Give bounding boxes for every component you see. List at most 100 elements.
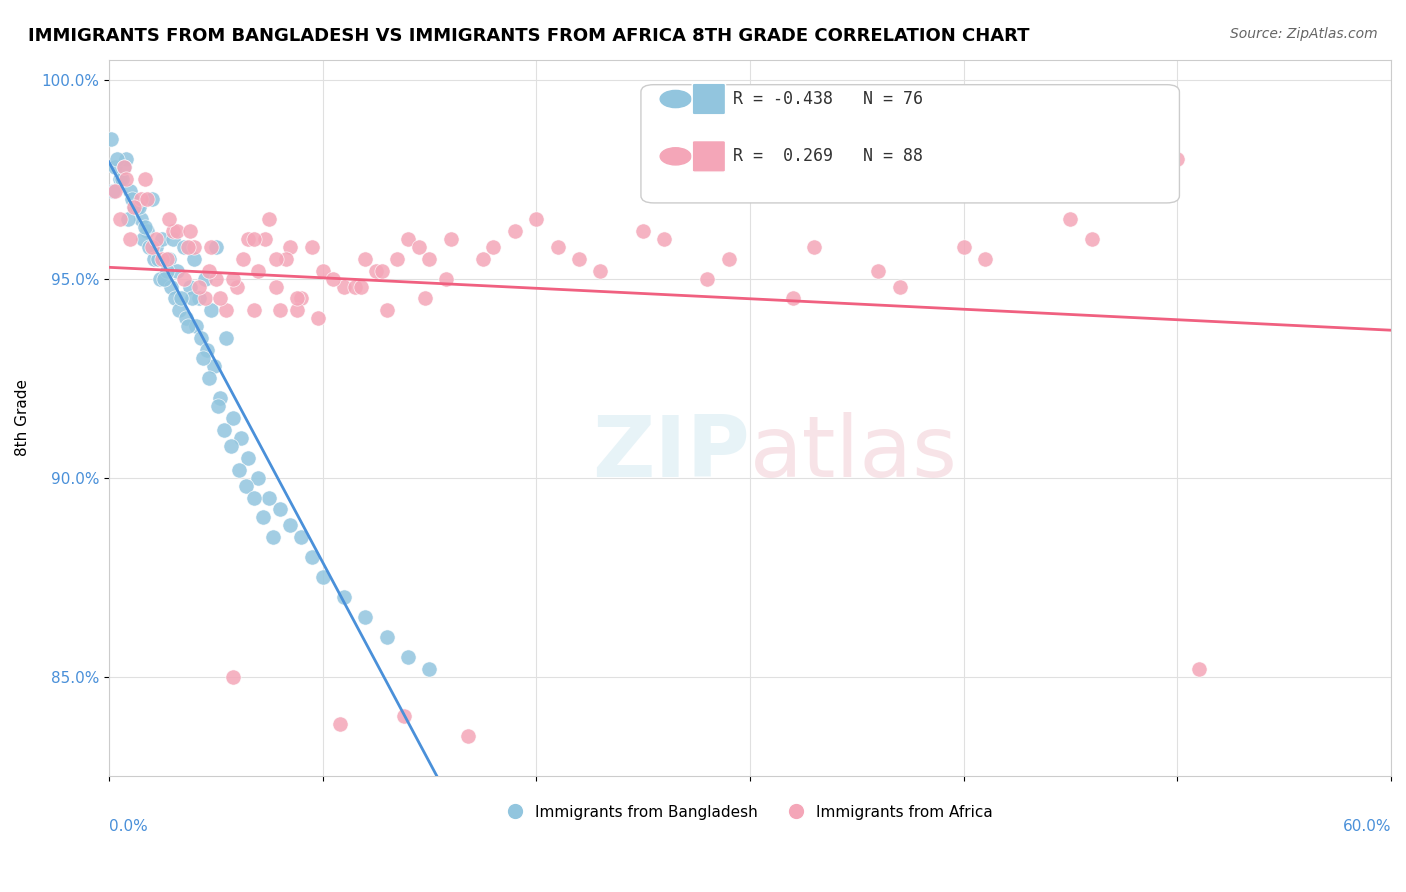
Point <box>129 192 152 206</box>
Point <box>803 240 825 254</box>
Point <box>952 240 974 254</box>
Point <box>247 263 270 277</box>
Point <box>311 570 333 584</box>
Point <box>183 240 205 254</box>
Point <box>301 550 323 565</box>
Circle shape <box>661 90 690 108</box>
Point <box>125 200 148 214</box>
Point <box>408 240 430 254</box>
Point <box>157 252 180 266</box>
Point <box>364 263 387 277</box>
Point <box>631 224 654 238</box>
Point <box>136 192 159 206</box>
Y-axis label: 8th Grade: 8th Grade <box>15 379 30 457</box>
Point <box>165 292 187 306</box>
Point <box>198 263 221 277</box>
Point <box>868 263 890 277</box>
Text: IMMIGRANTS FROM BANGLADESH VS IMMIGRANTS FROM AFRICA 8TH GRADE CORRELATION CHART: IMMIGRANTS FROM BANGLADESH VS IMMIGRANTS… <box>28 27 1029 45</box>
Point <box>115 172 138 186</box>
Text: R =  0.269   N = 88: R = 0.269 N = 88 <box>734 147 924 165</box>
Point <box>222 670 245 684</box>
Point <box>183 252 205 266</box>
Point <box>112 160 135 174</box>
Point <box>1166 152 1188 166</box>
Legend: Immigrants from Bangladesh, Immigrants from Africa: Immigrants from Bangladesh, Immigrants f… <box>502 798 998 826</box>
Point <box>974 252 997 266</box>
Point <box>208 292 231 306</box>
Point <box>177 319 200 334</box>
Point <box>173 271 195 285</box>
Point <box>124 200 146 214</box>
Text: R = -0.438   N = 76: R = -0.438 N = 76 <box>734 90 924 108</box>
Point <box>138 240 160 254</box>
FancyBboxPatch shape <box>692 83 725 115</box>
Text: atlas: atlas <box>749 412 957 495</box>
Point <box>329 717 352 731</box>
FancyBboxPatch shape <box>692 141 725 172</box>
Point <box>104 160 127 174</box>
Point <box>333 279 356 293</box>
Point <box>264 252 287 266</box>
Point <box>108 172 131 186</box>
Point <box>247 470 270 484</box>
Point <box>101 184 124 198</box>
Point <box>436 271 458 285</box>
Point <box>782 292 804 306</box>
Point <box>108 211 131 226</box>
Point <box>212 423 235 437</box>
Point <box>187 279 209 293</box>
Point <box>149 271 172 285</box>
Point <box>333 590 356 604</box>
Point <box>162 224 184 238</box>
Point <box>696 271 718 285</box>
Point <box>236 232 259 246</box>
Text: Source: ZipAtlas.com: Source: ZipAtlas.com <box>1230 27 1378 41</box>
Point <box>142 252 165 266</box>
Point <box>236 450 259 465</box>
Point <box>105 152 128 166</box>
Point <box>215 303 238 318</box>
Point <box>215 331 238 345</box>
Point <box>100 132 122 146</box>
Text: 60.0%: 60.0% <box>1343 819 1391 834</box>
Point <box>129 211 152 226</box>
Point <box>269 502 291 516</box>
Point <box>222 271 245 285</box>
Point <box>285 292 308 306</box>
Point <box>150 232 173 246</box>
Point <box>112 160 135 174</box>
Point <box>132 232 155 246</box>
Point <box>145 240 167 254</box>
Point <box>173 240 195 254</box>
Point <box>198 371 221 385</box>
Point <box>717 252 740 266</box>
Point <box>228 463 250 477</box>
Point <box>440 232 463 246</box>
Point <box>219 439 242 453</box>
Point <box>307 311 329 326</box>
Point <box>115 152 138 166</box>
Point <box>162 232 184 246</box>
Point <box>269 303 291 318</box>
Point <box>166 224 188 238</box>
Point <box>280 240 302 254</box>
Point <box>141 240 163 254</box>
Point <box>111 172 134 186</box>
Point <box>387 252 409 266</box>
Point <box>124 200 146 214</box>
Point <box>264 279 287 293</box>
Point <box>290 530 312 544</box>
Point <box>322 271 344 285</box>
Point <box>375 303 398 318</box>
Point <box>243 232 266 246</box>
Point <box>128 200 150 214</box>
Point <box>202 359 225 373</box>
Point <box>179 224 201 238</box>
Point <box>226 279 249 293</box>
Point <box>589 263 612 277</box>
Point <box>257 491 280 505</box>
Point <box>418 662 440 676</box>
Point <box>253 232 276 246</box>
Point <box>155 252 177 266</box>
Point <box>179 279 201 293</box>
